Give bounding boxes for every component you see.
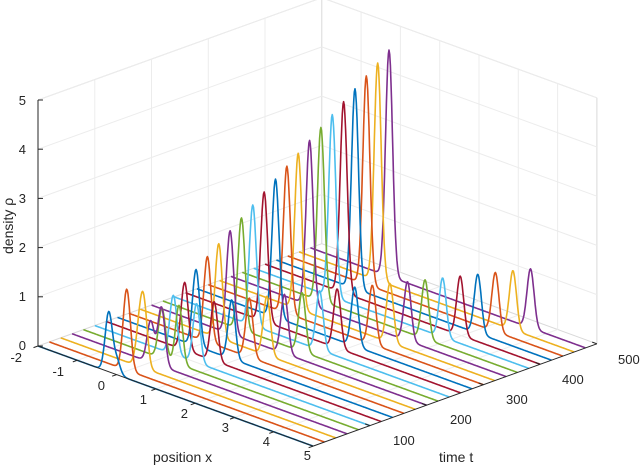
x-axis-label: position x: [153, 449, 212, 465]
series-curve: [196, 178, 473, 390]
y-tick-label: 200: [450, 412, 472, 427]
floor-edge: [321, 243, 598, 345]
x-tick-label: -2: [10, 350, 22, 365]
y-tick-label: 100: [393, 433, 415, 448]
grid-line: [37, 95, 322, 199]
series-curve: [219, 152, 495, 382]
x-tick-mark: [33, 345, 39, 349]
x-tick-label: 4: [263, 434, 270, 449]
series-curve: [310, 49, 586, 349]
y-tick-mark: [364, 423, 371, 427]
series-curve: [151, 230, 427, 406]
z-tick-label: 0: [19, 338, 26, 353]
series-curve: [241, 126, 518, 374]
y-axis-line: [312, 343, 598, 447]
y-tick-label: 400: [562, 372, 584, 387]
series-curve: [83, 304, 359, 431]
series-curve: [185, 191, 461, 394]
curve-layer: [37, 49, 586, 447]
series-curve: [173, 204, 450, 398]
y-tick-label: 300: [506, 392, 528, 407]
x-tick-label: -1: [52, 364, 64, 379]
x-tick-label: 2: [181, 406, 188, 421]
x-tick-mark: [229, 417, 235, 420]
axis-layer: [33, 99, 598, 449]
y-tick-mark: [421, 403, 427, 406]
x-tick-label: 1: [140, 392, 147, 407]
y-tick-mark: [592, 341, 598, 345]
series-curve: [71, 305, 348, 435]
z-axis-label: density ρ: [0, 198, 16, 254]
series-curve: [105, 281, 382, 423]
z-tick-label: 1: [19, 289, 26, 304]
series-curve: [60, 290, 337, 439]
x-tick-mark: [308, 445, 314, 449]
grid-line: [195, 300, 480, 404]
x-tick-mark: [269, 431, 274, 434]
series-curve: [287, 75, 564, 357]
x-tick-label: 0: [98, 378, 105, 393]
x-axis-line: [37, 345, 314, 447]
x-tick-mark: [151, 388, 157, 391]
series-curve: [139, 242, 416, 411]
y-axis-label: time t: [439, 449, 473, 465]
series-curve: [117, 268, 393, 419]
z-tick-label: 2: [19, 240, 26, 255]
x-tick-label: 3: [222, 420, 229, 435]
x-tick-mark: [190, 402, 196, 406]
x-tick-mark: [72, 359, 78, 363]
grid-line: [326, 0, 598, 99]
z-tick-labels: 0 1 2 3 4 5: [19, 93, 26, 353]
y-tick-mark: [535, 362, 541, 365]
grid-line: [321, 95, 598, 197]
grid-line: [234, 314, 519, 418]
grid-line: [321, 194, 598, 296]
series-curve: [94, 294, 371, 427]
grid-line: [37, 194, 322, 298]
grid-line: [321, 144, 598, 246]
x-tick-mark: [111, 374, 117, 377]
grid-line: [37, 0, 317, 101]
z-tick-label: 5: [19, 93, 26, 108]
series-curve: [298, 62, 575, 353]
x-tick-label: 5: [304, 448, 311, 463]
floor-edge: [37, 243, 322, 347]
x-tick-labels: -2 -1 0 1 2 3 4 5: [10, 350, 311, 463]
grid-line: [273, 329, 558, 433]
z-tick-label: 4: [19, 142, 26, 157]
y-tick-labels: 100 200 300 400 500: [393, 352, 640, 448]
series-curve: [49, 288, 325, 443]
series-curve: [207, 165, 484, 386]
grid-line: [37, 144, 322, 249]
series-curve: [253, 113, 530, 370]
z-tick-label: 3: [19, 191, 26, 206]
series-curve: [276, 88, 552, 361]
series-curve: [162, 217, 439, 402]
series-curve: [230, 139, 507, 378]
y-tick-label: 500: [618, 352, 640, 367]
grid-line: [37, 46, 322, 150]
grid-line: [321, 46, 598, 148]
y-tick-mark: [478, 382, 484, 386]
